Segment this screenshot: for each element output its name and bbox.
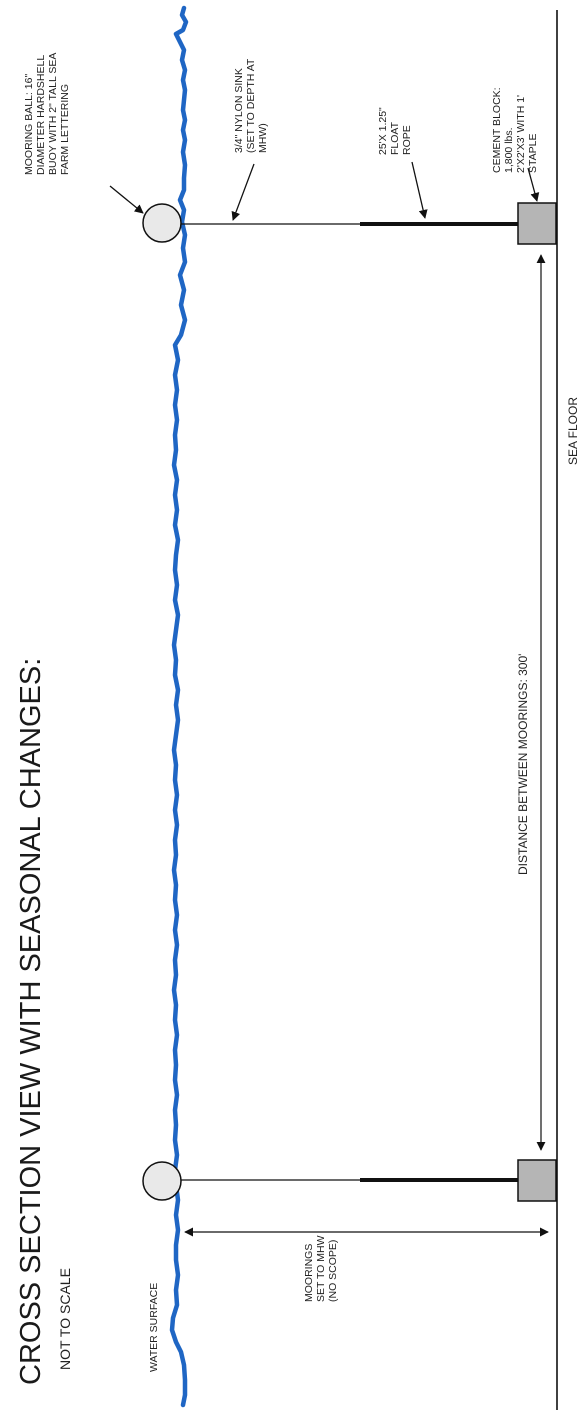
not-to-scale-note: NOT TO SCALE xyxy=(57,1268,73,1370)
float-rope-callout-arrow xyxy=(411,161,428,219)
mooring-ball-bottom xyxy=(142,1161,182,1201)
mooring-bottom xyxy=(142,1159,557,1202)
mooring-top xyxy=(142,202,557,245)
nylon-sink-callout-arrow xyxy=(231,163,255,221)
cement-block-top xyxy=(517,202,557,245)
mooring-ball-callout-arrow xyxy=(109,185,144,214)
nylon-sink-label: 3/4" NYLON SINK (SET TO DEPTH AT MHW) xyxy=(233,56,269,153)
moorings-depth-label: MOORINGS SET TO MHW (NO SCOPE) xyxy=(303,1233,339,1302)
sea-floor-label: SEA FLOOR xyxy=(566,397,580,465)
cement-block-callout-arrow xyxy=(527,167,540,202)
page-title: CROSS SECTION VIEW WITH SEASONAL CHANGES… xyxy=(15,658,47,1385)
mooring-ball-label: MOORING BALL: 16" DIAMETER HARDSHELL BUO… xyxy=(23,50,71,175)
float-rope-label: 25'X 1.25" FLOAT ROPE xyxy=(377,104,413,155)
cement-block-label: CEMENT BLOCK: 1,800 lbs. 2'X2'X3' WITH 1… xyxy=(491,85,539,174)
distance-between-moorings-label: DISTANCE BETWEEN MOORINGS: 300' xyxy=(516,654,530,875)
mooring-ball-top xyxy=(142,203,182,243)
cement-block-bottom xyxy=(517,1159,557,1202)
water-surface-label: WATER SURFACE xyxy=(148,1283,160,1372)
